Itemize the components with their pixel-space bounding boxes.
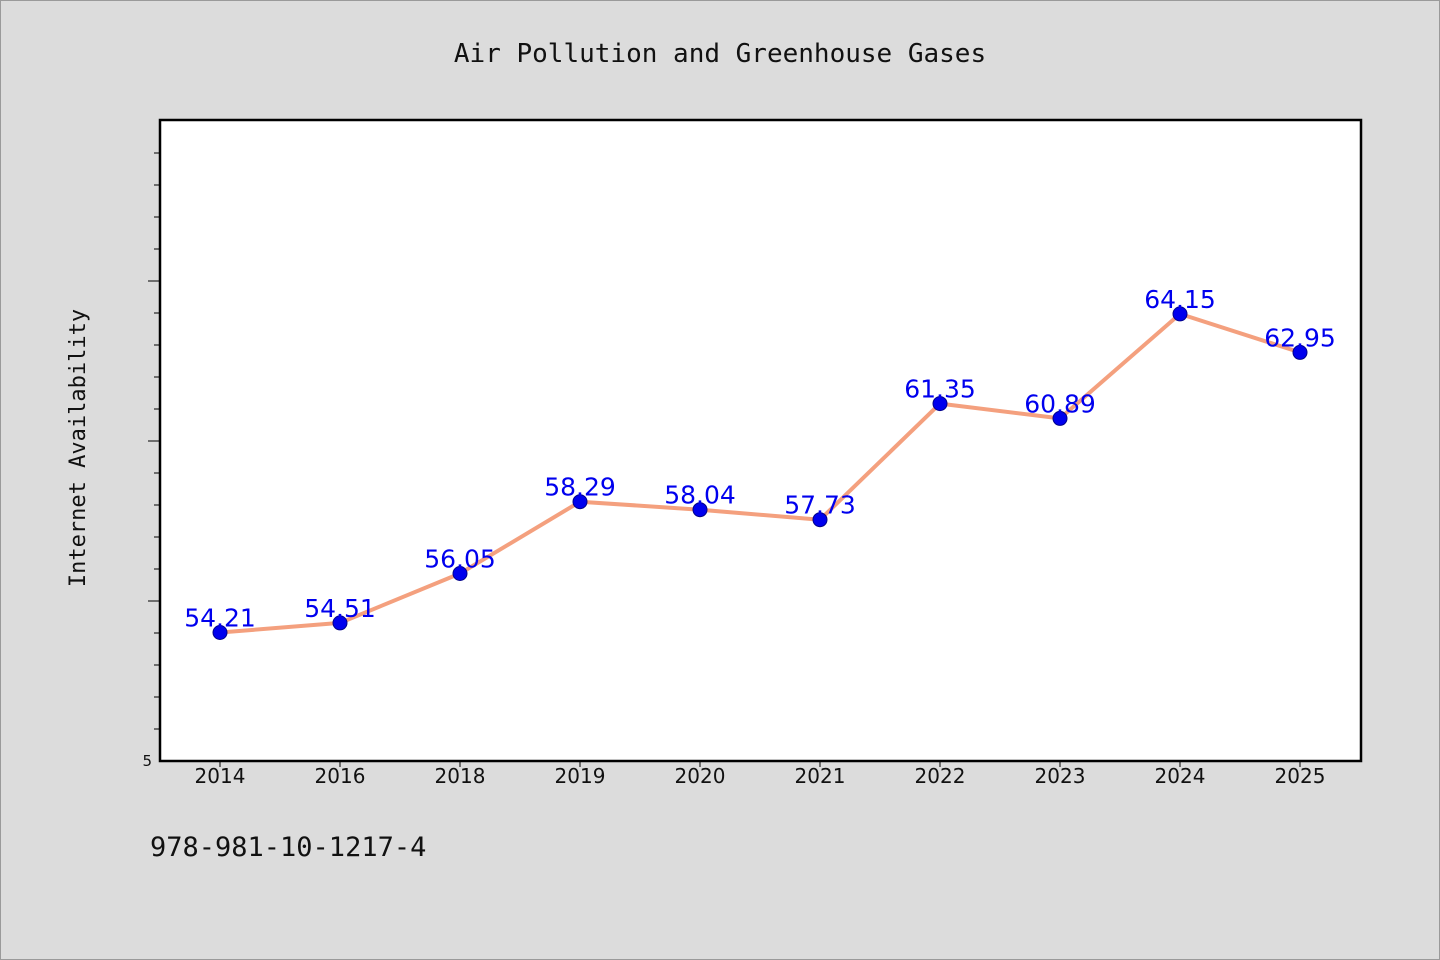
data-point	[452, 566, 468, 581]
data-point	[812, 512, 828, 528]
footer-code: 978-981-10-1217-4	[150, 832, 427, 863]
data-label: 62.95	[1264, 323, 1336, 352]
data-point	[692, 502, 708, 518]
x-tick-label: 2024	[1155, 764, 1206, 788]
x-tick-label: 2022	[915, 764, 966, 788]
x-tick-label: 2023	[1035, 764, 1086, 788]
data-label: 54.21	[184, 604, 256, 633]
plot-area	[160, 120, 1361, 761]
data-label: 58.04	[664, 481, 736, 510]
data-label: 57.73	[784, 491, 856, 520]
plot-border	[158, 118, 1363, 763]
x-tick-label: 2018	[435, 764, 486, 788]
x-tick-label: 2016	[315, 764, 366, 788]
data-label: 61.35	[904, 375, 976, 404]
series-line	[219, 311, 1301, 635]
chart-title: Air Pollution and Greenhouse Gases	[454, 39, 986, 69]
y-tick-label: 5	[142, 752, 152, 770]
y-axis-label: Internet Availability	[66, 309, 91, 587]
data-point	[332, 615, 348, 631]
x-tick-label: 2019	[555, 764, 606, 788]
data-label: 60.89	[1024, 389, 1096, 418]
x-tick-labels: 2014 2016 2018 2019 2020 2021 2022 2023 2024 2025	[195, 764, 1326, 788]
data-point	[932, 396, 948, 412]
x-tick-label: 2014	[195, 764, 246, 788]
data-label: 54.51	[304, 594, 376, 623]
data-labels: 54.21 54.51 56.05 58.29 58.04 57.73 61.35 60.89…	[184, 285, 1336, 633]
x-tick-label: 2020	[675, 764, 726, 788]
x-tick-label: 2025	[1275, 764, 1326, 788]
x-tick-label: 2021	[795, 764, 846, 788]
data-label: 58.29	[544, 473, 616, 502]
series-layer	[212, 306, 1308, 640]
data-label: 64.15	[1144, 285, 1216, 314]
data-point	[1292, 344, 1308, 360]
data-point	[1172, 306, 1188, 322]
data-point	[572, 494, 588, 510]
data-point	[1052, 410, 1068, 426]
data-point	[212, 625, 228, 640]
data-label: 56.05	[424, 545, 496, 574]
